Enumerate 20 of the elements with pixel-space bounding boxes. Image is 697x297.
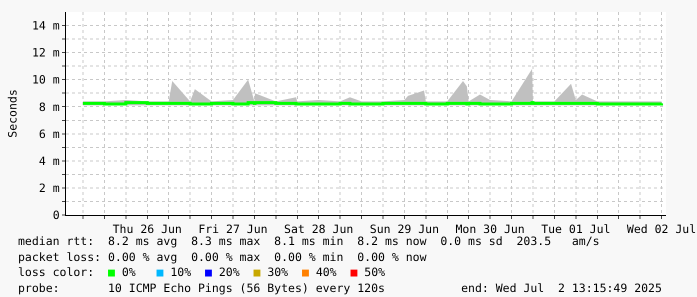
x-tick-label: Wed 02 Jul — [626, 222, 696, 236]
x-tick-label: Sat 28 Jun — [284, 222, 354, 236]
x-tick-label: Mon 30 Jun — [455, 222, 525, 236]
y-tick-label: 6 m — [38, 126, 60, 141]
x-tick-label: Thu 26 Jun — [112, 222, 182, 236]
y-tick-label: 12 m — [32, 46, 60, 60]
text: loss color: ■ 0% ■ 10% ■ 20% ■ 30% ■ 40% ■ 50% — [18, 265, 386, 279]
x-tick-label: Tue 01 Jul — [541, 222, 610, 236]
text: probe: 10 ICMP Echo Pings (56 Bytes) every 120s end: Wed Jul 2 13:15:49 2025 — [18, 281, 662, 295]
x-tick-label: Fri 27 Jun — [198, 222, 268, 236]
y-tick-label: 4 m — [38, 154, 60, 168]
x-tick-label: Sun 29 Jun — [370, 222, 440, 236]
y-tick-label: 2 m — [38, 180, 60, 195]
y-axis-title: Seconds — [5, 89, 20, 138]
text: median rtt: 8.2 ms avg 8.3 ms max 8.1 ms min 8.2 ms now 0.0 ms sd 203.5 am/s — [18, 234, 600, 248]
text: packet loss: 0.00 % avg 0.00 % max 0.00 % min 0.00 % now — [18, 250, 427, 264]
y-tick-label: 8 m — [38, 100, 60, 114]
y-tick-label: 14 m — [32, 18, 60, 33]
y-tick-label: 0 — [52, 208, 60, 222]
y-tick-label: 10 m — [32, 72, 60, 87]
